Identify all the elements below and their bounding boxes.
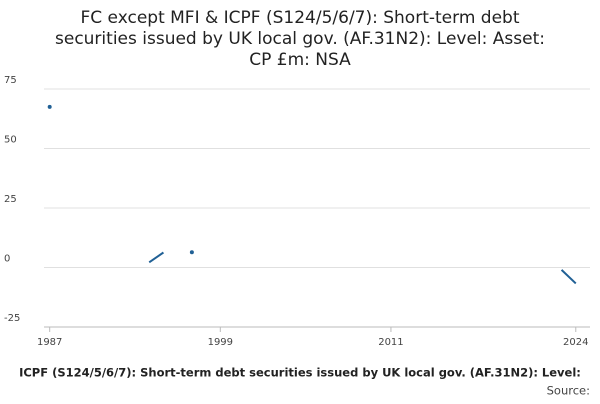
y-tick-label: 0 (4, 254, 10, 265)
chart-title: securities issued by UK local gov. (AF.3… (55, 29, 545, 49)
point (189, 250, 194, 255)
x-tick-label: 1999 (208, 337, 233, 348)
y-tick-label: -25 (4, 313, 20, 324)
point (47, 104, 52, 109)
x-tick-label: 2011 (378, 337, 403, 348)
chart-title: FC except MFI & ICPF (S124/5/6/7): Short… (81, 8, 520, 28)
line (148, 251, 577, 285)
y-tick-label: 25 (4, 194, 17, 205)
y-tick-label: 75 (4, 75, 17, 86)
chart-title: CP £m: NSA (249, 50, 351, 70)
y-tick-label: 50 (4, 135, 17, 146)
x-tick-label: 2024 (563, 337, 588, 348)
x-axis-label: ICPF (S124/5/6/7): Short-term debt secur… (19, 366, 581, 380)
x-tick-label: 1987 (37, 337, 62, 348)
source: Source: (547, 384, 590, 398)
